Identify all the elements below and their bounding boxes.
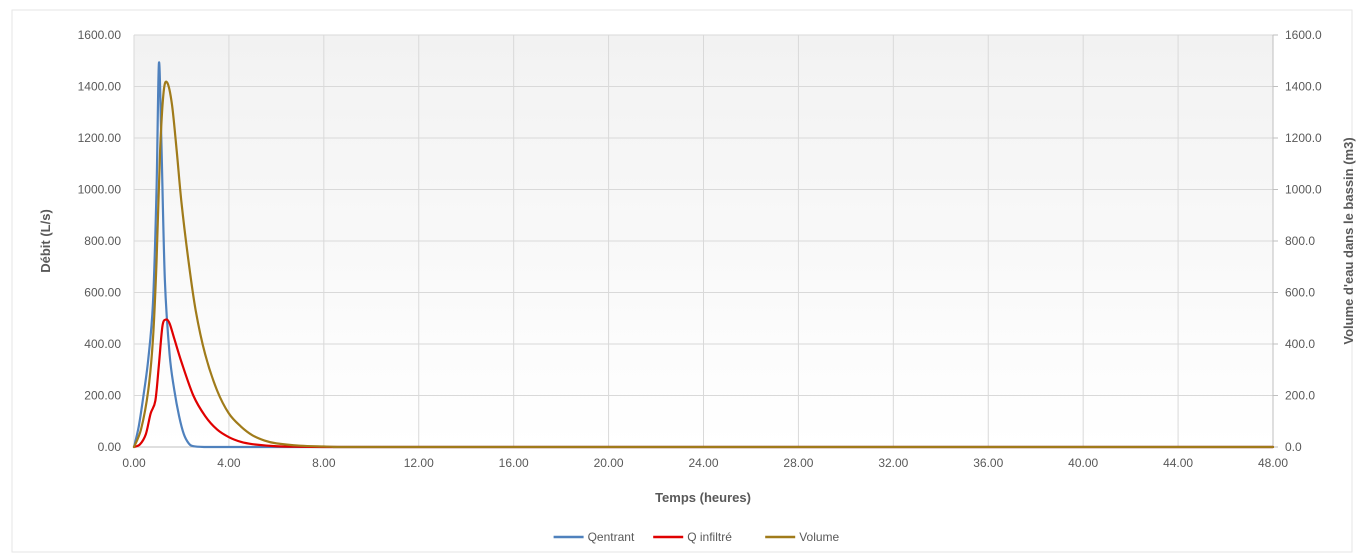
legend-item-qentrant: Qentrant (553, 530, 635, 544)
y2-tick-label: 400.0 (1285, 337, 1315, 351)
y2-axis-title: Volume d'eau dans le bassin (m3) (1341, 137, 1356, 344)
y2-tick-label: 800.0 (1285, 234, 1315, 248)
y2-tick-label: 200.0 (1285, 389, 1315, 403)
legend-label: Qentrant (588, 530, 635, 544)
tick-labels: 0.00 200.00 400.00 600.00 800.00 1000.00 1200.… (78, 28, 1322, 470)
x-tick-label: 28.00 (783, 456, 813, 470)
x-tick-label: 0.00 (122, 456, 146, 470)
legend: Qentrant Q infiltré Volume (553, 530, 840, 544)
legend-item-q-infiltr-: Q infiltré (653, 530, 732, 544)
y-axis-title: Débit (L/s) (38, 209, 53, 273)
y-tick-label: 0.00 (98, 440, 122, 454)
y2-tick-label: 1600.0 (1285, 28, 1322, 42)
x-tick-label: 12.00 (404, 456, 434, 470)
y-tick-label: 1400.00 (78, 80, 122, 94)
y-tick-label: 1000.00 (78, 183, 122, 197)
x-axis-title: Temps (heures) (655, 490, 751, 505)
y2-tick-label: 1400.0 (1285, 80, 1322, 94)
x-tick-label: 4.00 (217, 456, 241, 470)
y-tick-label: 1600.00 (78, 28, 122, 42)
x-tick-label: 48.00 (1258, 456, 1288, 470)
y-tick-label: 800.00 (84, 234, 121, 248)
x-tick-label: 32.00 (878, 456, 908, 470)
x-tick-label: 20.00 (594, 456, 624, 470)
legend-label: Volume (799, 530, 839, 544)
x-tick-label: 40.00 (1068, 456, 1098, 470)
y-tick-label: 400.00 (84, 337, 121, 351)
x-tick-label: 36.00 (973, 456, 1003, 470)
x-tick-label: 8.00 (312, 456, 336, 470)
series-lines (132, 61, 1275, 449)
y2-tick-label: 600.0 (1285, 286, 1315, 300)
series-line-qentrant (132, 61, 1275, 449)
y-tick-label: 600.00 (84, 286, 121, 300)
y2-tick-label: 0.0 (1285, 440, 1302, 454)
series-line-volume (132, 80, 1275, 449)
y-tick-label: 200.00 (84, 389, 121, 403)
legend-item-volume: Volume (765, 530, 840, 544)
x-tick-label: 44.00 (1163, 456, 1193, 470)
y2-tick-label: 1000.0 (1285, 183, 1322, 197)
x-tick-label: 16.00 (499, 456, 529, 470)
legend-label: Q infiltré (687, 530, 732, 544)
y-tick-label: 1200.00 (78, 131, 122, 145)
y2-tick-label: 1200.0 (1285, 131, 1322, 145)
x-tick-label: 24.00 (688, 456, 718, 470)
